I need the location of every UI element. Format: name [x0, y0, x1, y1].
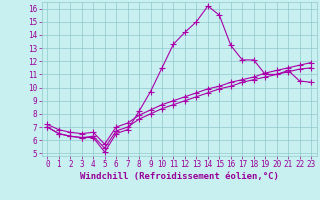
X-axis label: Windchill (Refroidissement éolien,°C): Windchill (Refroidissement éolien,°C): [80, 172, 279, 181]
